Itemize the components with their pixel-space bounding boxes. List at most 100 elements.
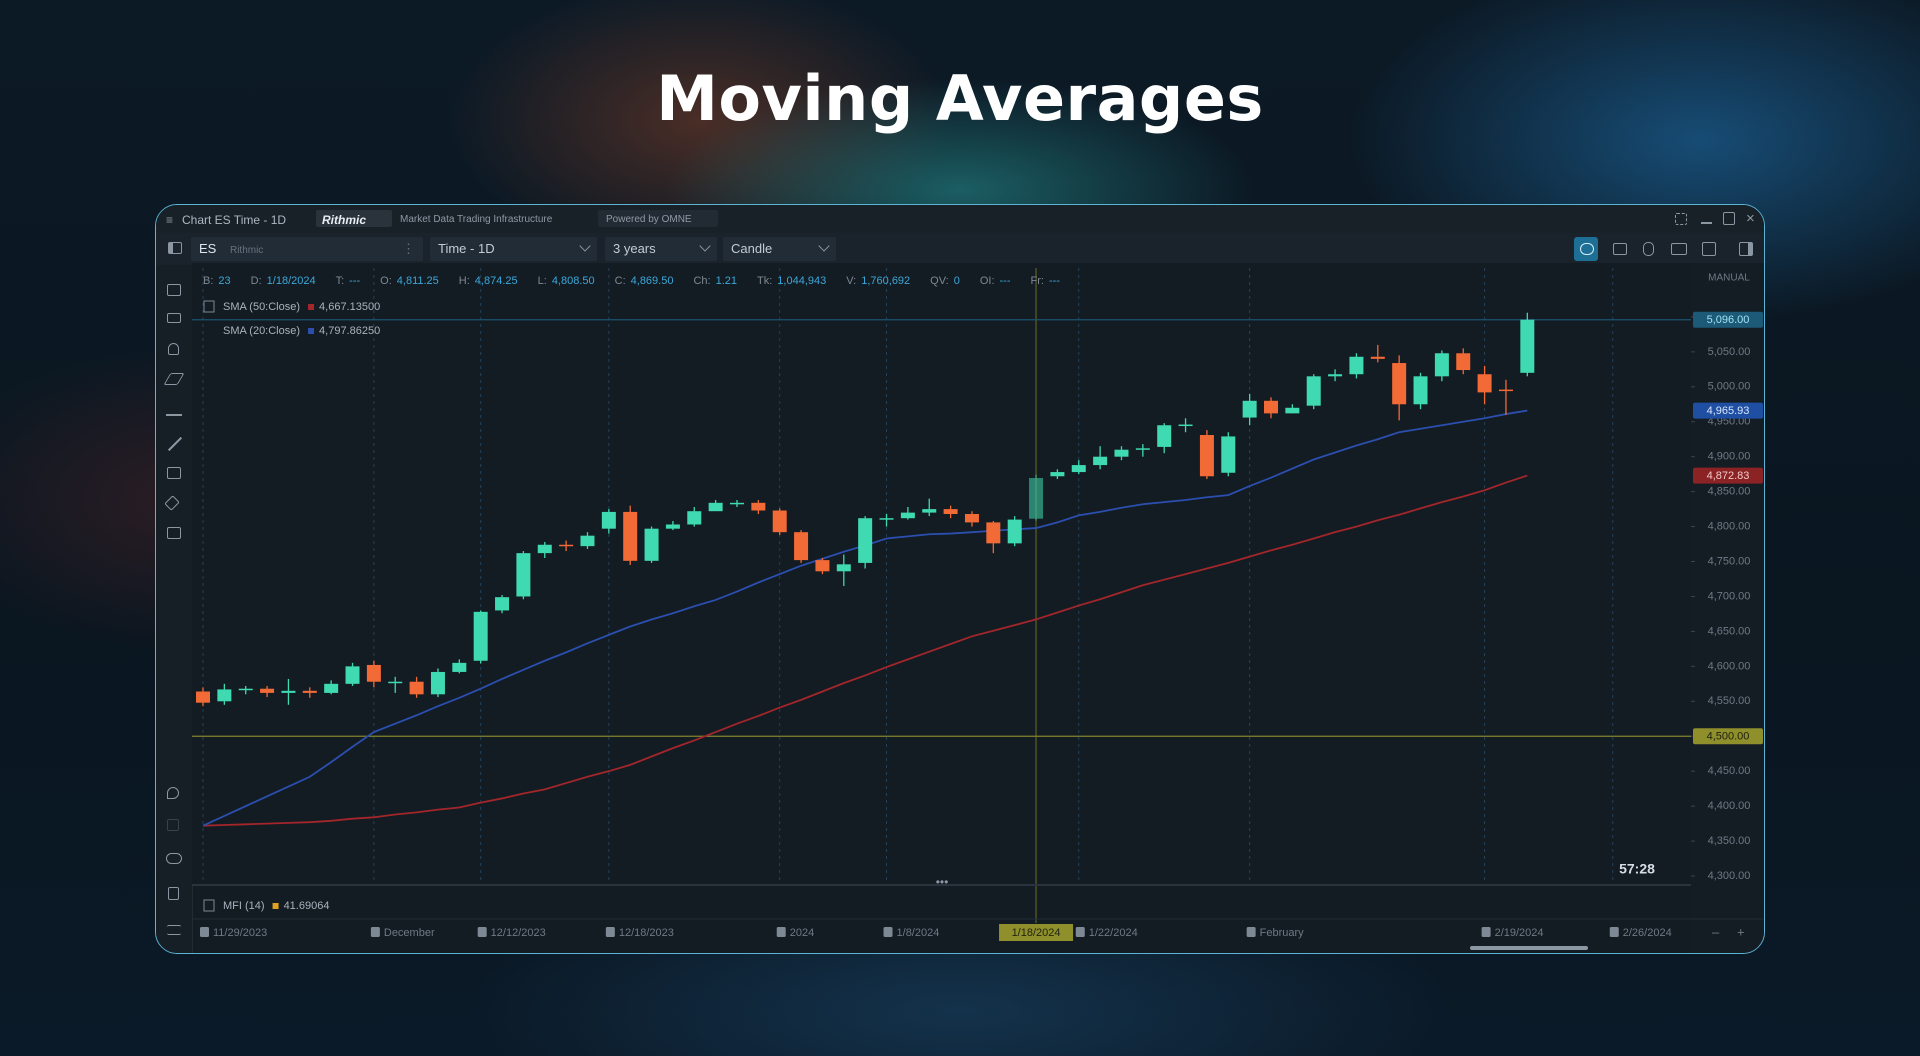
info-value: 1,760,692 <box>861 275 910 287</box>
redo-button[interactable] <box>167 819 179 831</box>
settings-menu[interactable] <box>167 925 181 935</box>
tool-layers[interactable] <box>167 313 181 323</box>
info-value: 0 <box>954 275 960 287</box>
zoom-out[interactable]: – <box>1712 924 1720 939</box>
range-dropdown[interactable]: 3 years <box>605 237 717 261</box>
candle <box>1392 355 1407 421</box>
date-icon <box>1609 927 1619 937</box>
info-label: O: <box>380 275 392 287</box>
indicator-swatch <box>272 903 279 909</box>
x-tick-label: 1/8/2024 <box>897 927 940 939</box>
candle <box>580 532 595 549</box>
symbol-field[interactable]: ES Rithmic ⋮ <box>191 237 423 261</box>
candle <box>281 678 296 705</box>
candle-body <box>665 524 680 529</box>
candle <box>302 687 317 698</box>
layout-button[interactable] <box>1613 243 1627 255</box>
title-bar: ≡ Chart ES Time - 1D Rithmic Market Data… <box>156 205 1764 233</box>
info-value: --- <box>1000 275 1011 287</box>
info-value: 23 <box>218 275 230 287</box>
axis-background <box>1691 263 1764 953</box>
maximize-button[interactable] <box>1723 212 1735 225</box>
x-tick-label: 12/18/2023 <box>619 927 674 939</box>
candle <box>772 508 787 535</box>
candle <box>922 498 937 517</box>
drawing-tools <box>156 265 193 953</box>
minimize-button[interactable] <box>1701 222 1712 224</box>
date-icon <box>1481 927 1491 937</box>
toolbar: ES Rithmic ⋮ Time - 1D 3 years Candle <box>156 233 1764 265</box>
tool-chart-type[interactable] <box>167 284 181 296</box>
indicator-value: 41.69064 <box>284 900 330 912</box>
bar-countdown: 57:28 <box>1619 861 1655 877</box>
candle-body <box>1135 448 1150 450</box>
mouse-button[interactable] <box>1643 242 1654 256</box>
candle <box>665 520 680 531</box>
indicator-name: MFI (14) <box>223 900 265 912</box>
candle-body <box>1520 319 1535 373</box>
candle <box>900 507 915 520</box>
y-tick-label: 4,300.00 <box>1708 870 1751 882</box>
candle <box>516 551 531 600</box>
candle-body <box>324 683 339 693</box>
candle-body <box>495 597 510 611</box>
price-marker-label: 4,500.00 <box>1707 731 1750 743</box>
menu-icon[interactable]: ≡ <box>166 213 174 227</box>
sidebar-toggle[interactable] <box>1739 242 1753 256</box>
delete-button[interactable] <box>168 887 179 900</box>
candle-body <box>1392 363 1407 405</box>
tool-draw[interactable] <box>163 373 185 385</box>
candle-body <box>815 560 830 572</box>
candle <box>260 685 275 698</box>
date-icon <box>883 927 893 937</box>
candle <box>1285 404 1300 414</box>
legend-swatch <box>308 304 315 310</box>
symbol-menu[interactable]: ⋮ <box>402 241 415 256</box>
tool-rectangle[interactable] <box>167 467 181 479</box>
tool-eraser[interactable] <box>164 495 180 511</box>
candle <box>1135 444 1150 457</box>
crosshair-icon <box>1580 243 1594 255</box>
candle-body <box>366 664 381 682</box>
panel-toggle[interactable] <box>168 242 182 254</box>
calendar-button[interactable] <box>1702 242 1716 256</box>
candle-body <box>1498 389 1513 392</box>
y-tick-label: 4,950.00 <box>1708 416 1751 428</box>
tool-trendline[interactable] <box>167 436 183 452</box>
tool-alerts[interactable] <box>168 343 179 355</box>
visibility-button[interactable] <box>166 853 182 864</box>
brand-tagline: Market Data Trading Infrastructure <box>400 214 553 225</box>
info-label: L: <box>538 275 547 287</box>
candle <box>794 530 809 563</box>
indicator-icon <box>203 899 215 912</box>
undo-button[interactable] <box>167 787 179 799</box>
y-tick-label: 4,900.00 <box>1708 451 1751 463</box>
candle <box>537 541 552 559</box>
template-button[interactable] <box>1671 243 1687 255</box>
candle-body <box>1264 400 1278 414</box>
candle <box>1520 312 1535 377</box>
info-value: 4,869.50 <box>631 275 674 287</box>
candle <box>1007 516 1022 547</box>
candle-body <box>900 512 915 519</box>
candle <box>879 514 894 527</box>
symbol: ES <box>199 241 217 256</box>
candle-body <box>1477 374 1492 393</box>
candle-body <box>260 688 275 693</box>
fullscreen-button[interactable] <box>1675 213 1687 225</box>
interval-dropdown[interactable]: Time - 1D <box>430 237 597 261</box>
price-marker-label: 5,096.00 <box>1707 314 1750 326</box>
candle <box>345 662 360 686</box>
style-dropdown[interactable]: Candle <box>723 237 836 261</box>
tool-hline[interactable] <box>166 414 182 416</box>
candle <box>858 516 873 569</box>
info-value: --- <box>1049 275 1060 287</box>
x-tick-label: February <box>1260 927 1305 939</box>
x-tick-label: 2024 <box>790 927 814 939</box>
zoom-in[interactable]: + <box>1737 924 1745 939</box>
close-button[interactable]: × <box>1746 210 1755 227</box>
candle-body <box>1007 519 1022 544</box>
candle <box>324 680 339 695</box>
tool-objects[interactable] <box>167 527 181 539</box>
info-value: 4,808.50 <box>552 275 595 287</box>
